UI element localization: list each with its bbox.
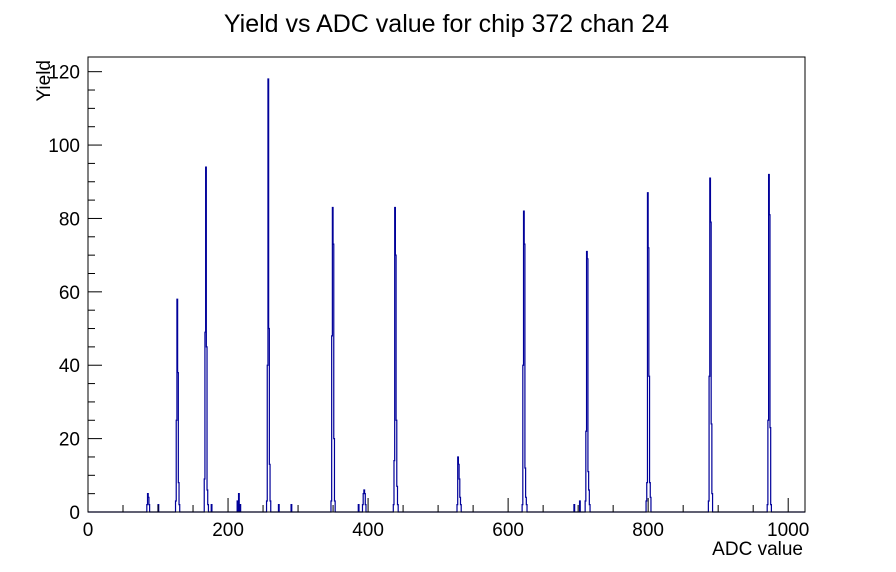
plot-frame (87, 56, 806, 513)
y-axis-title: Yield (34, 60, 55, 102)
svg-text:80: 80 (59, 209, 80, 230)
axis-tick-labels: 0 200 400 600 800 1000 0 20 40 60 80 100 120 (48, 63, 809, 541)
svg-text:600: 600 (492, 520, 524, 541)
svg-text:120: 120 (48, 63, 80, 84)
svg-text:20: 20 (59, 430, 80, 451)
svg-text:100: 100 (48, 136, 80, 157)
svg-text:1000: 1000 (767, 520, 809, 541)
svg-text:0: 0 (83, 520, 94, 541)
svg-text:400: 400 (352, 520, 384, 541)
x-axis-title: ADC value (712, 539, 803, 560)
chart-title: Yield vs ADC value for chip 372 chan 24 (224, 10, 669, 38)
svg-text:200: 200 (212, 520, 244, 541)
svg-text:0: 0 (69, 503, 80, 524)
axis-ticks (87, 71, 789, 513)
svg-text:800: 800 (632, 520, 664, 541)
svg-text:60: 60 (59, 283, 80, 304)
svg-text:40: 40 (59, 356, 80, 377)
histogram-line (88, 78, 805, 513)
